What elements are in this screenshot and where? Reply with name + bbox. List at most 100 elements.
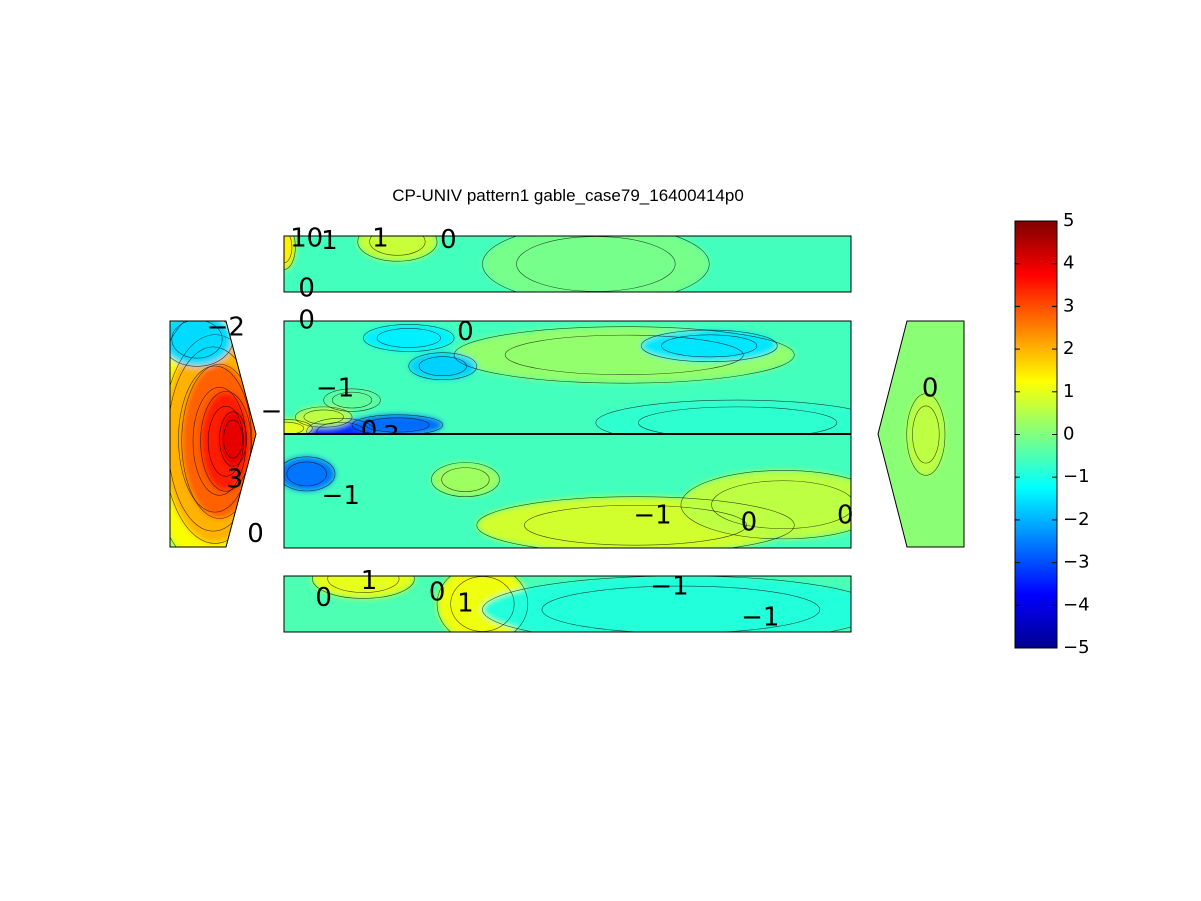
contour-line — [219, 411, 247, 467]
contour-line — [312, 576, 415, 599]
colorbar-tick-label: 2 — [1063, 338, 1074, 359]
colorbar-tick-label: −2 — [1063, 509, 1090, 530]
panel-roof-upper — [284, 321, 851, 434]
colorbar-tick-label: 3 — [1063, 295, 1074, 316]
panel-side-wall-top — [284, 236, 851, 292]
colorbar-tick-label: −4 — [1063, 594, 1090, 615]
contour-patch — [312, 576, 415, 599]
panel-outline — [877, 320, 965, 548]
contour-line — [418, 356, 467, 376]
contour-line — [661, 334, 758, 358]
contour-label: 0 — [741, 507, 758, 537]
contour-line — [369, 236, 426, 256]
contour-label: 0 — [315, 583, 332, 613]
contour-line — [376, 328, 441, 348]
contour-line — [306, 417, 376, 434]
colorbar-tick-label: 5 — [1063, 210, 1074, 231]
contour-patch — [680, 470, 851, 539]
colorbar-tick-label: −5 — [1063, 637, 1090, 658]
contour-patch — [284, 236, 296, 270]
contour-label: −1 — [322, 481, 360, 511]
contour-line — [170, 334, 256, 544]
contour-label: 0 — [457, 317, 474, 347]
colorbar — [1014, 220, 1058, 649]
contour-line — [363, 324, 455, 352]
contour-patch — [595, 400, 851, 434]
contour-line — [303, 409, 344, 425]
contour-label: 0 — [298, 306, 315, 336]
contour-patch — [352, 414, 443, 434]
contour-line — [284, 456, 336, 492]
contour-line — [640, 329, 778, 362]
contour-line — [408, 352, 478, 381]
colorbar-tick-label: −1 — [1063, 466, 1090, 487]
contour-line — [453, 326, 795, 384]
contour-label: 0 — [922, 374, 939, 404]
contour-label: 0 — [837, 501, 854, 531]
contour-label: −1 — [316, 373, 354, 403]
contour-line — [365, 417, 430, 433]
contour-line — [284, 421, 305, 434]
panel-outline — [169, 320, 257, 548]
contour-line — [351, 414, 444, 434]
panel-right-gable — [878, 321, 964, 547]
contour-patch — [357, 236, 438, 262]
colorbar-tick-label: 0 — [1063, 424, 1074, 445]
panel-side-wall-bottom — [284, 576, 851, 632]
contour-line — [504, 334, 744, 375]
contour-line — [431, 462, 500, 498]
contour-line — [476, 496, 795, 548]
contour-label: −2 — [207, 312, 245, 342]
contour-line — [638, 406, 838, 434]
contour-label: 1 — [457, 589, 474, 619]
contour-line — [170, 346, 256, 532]
contour-label: 0 — [440, 225, 457, 255]
contour-label: 1 — [372, 223, 389, 253]
contour-label: 0 — [247, 519, 264, 549]
contour-line — [286, 461, 327, 487]
chart-title: CP-UNIV pattern1 gable_case79_16400414p0 — [392, 186, 744, 205]
contour-line — [323, 388, 381, 412]
contour-label: −1 — [650, 572, 688, 602]
contour-line — [178, 365, 252, 513]
contour-line — [450, 576, 515, 632]
contour-line — [441, 467, 490, 492]
panel-outline — [283, 235, 852, 293]
contour-line — [331, 391, 373, 409]
contour-line — [181, 363, 256, 519]
contour-line — [200, 391, 252, 492]
contour-line — [482, 576, 851, 632]
contour-patch — [482, 236, 710, 292]
contour-label: 3 — [227, 464, 244, 494]
contour-line — [541, 585, 821, 632]
colorbar-tick-label: 1 — [1063, 381, 1074, 402]
contour-label: 1 — [321, 226, 338, 256]
colorbar-tick-label: −3 — [1063, 552, 1090, 573]
contour-line — [906, 393, 946, 476]
contour-label: 0 — [298, 274, 315, 304]
contour-patch — [284, 456, 336, 491]
contour-line — [912, 405, 940, 464]
contour-line — [327, 576, 400, 593]
contour-line — [192, 386, 247, 496]
contour-line — [223, 419, 243, 459]
panel-roof-lower — [284, 434, 851, 548]
contour-label: 1 — [361, 566, 378, 596]
contour-line — [207, 406, 244, 477]
contour-patch — [284, 419, 313, 434]
contour-label: 0 — [429, 577, 446, 607]
contour-label: 10 — [290, 223, 323, 253]
contour-line — [680, 470, 851, 540]
contour-line — [516, 236, 676, 292]
contour-line — [295, 406, 353, 428]
contour-line — [482, 236, 710, 292]
contour-line — [357, 236, 438, 262]
contour-line — [284, 419, 313, 434]
contour-label: −1 — [633, 501, 671, 531]
contour-line — [711, 480, 851, 529]
contour-line — [595, 399, 851, 434]
contour-line — [171, 321, 223, 359]
contour-line — [436, 576, 529, 632]
